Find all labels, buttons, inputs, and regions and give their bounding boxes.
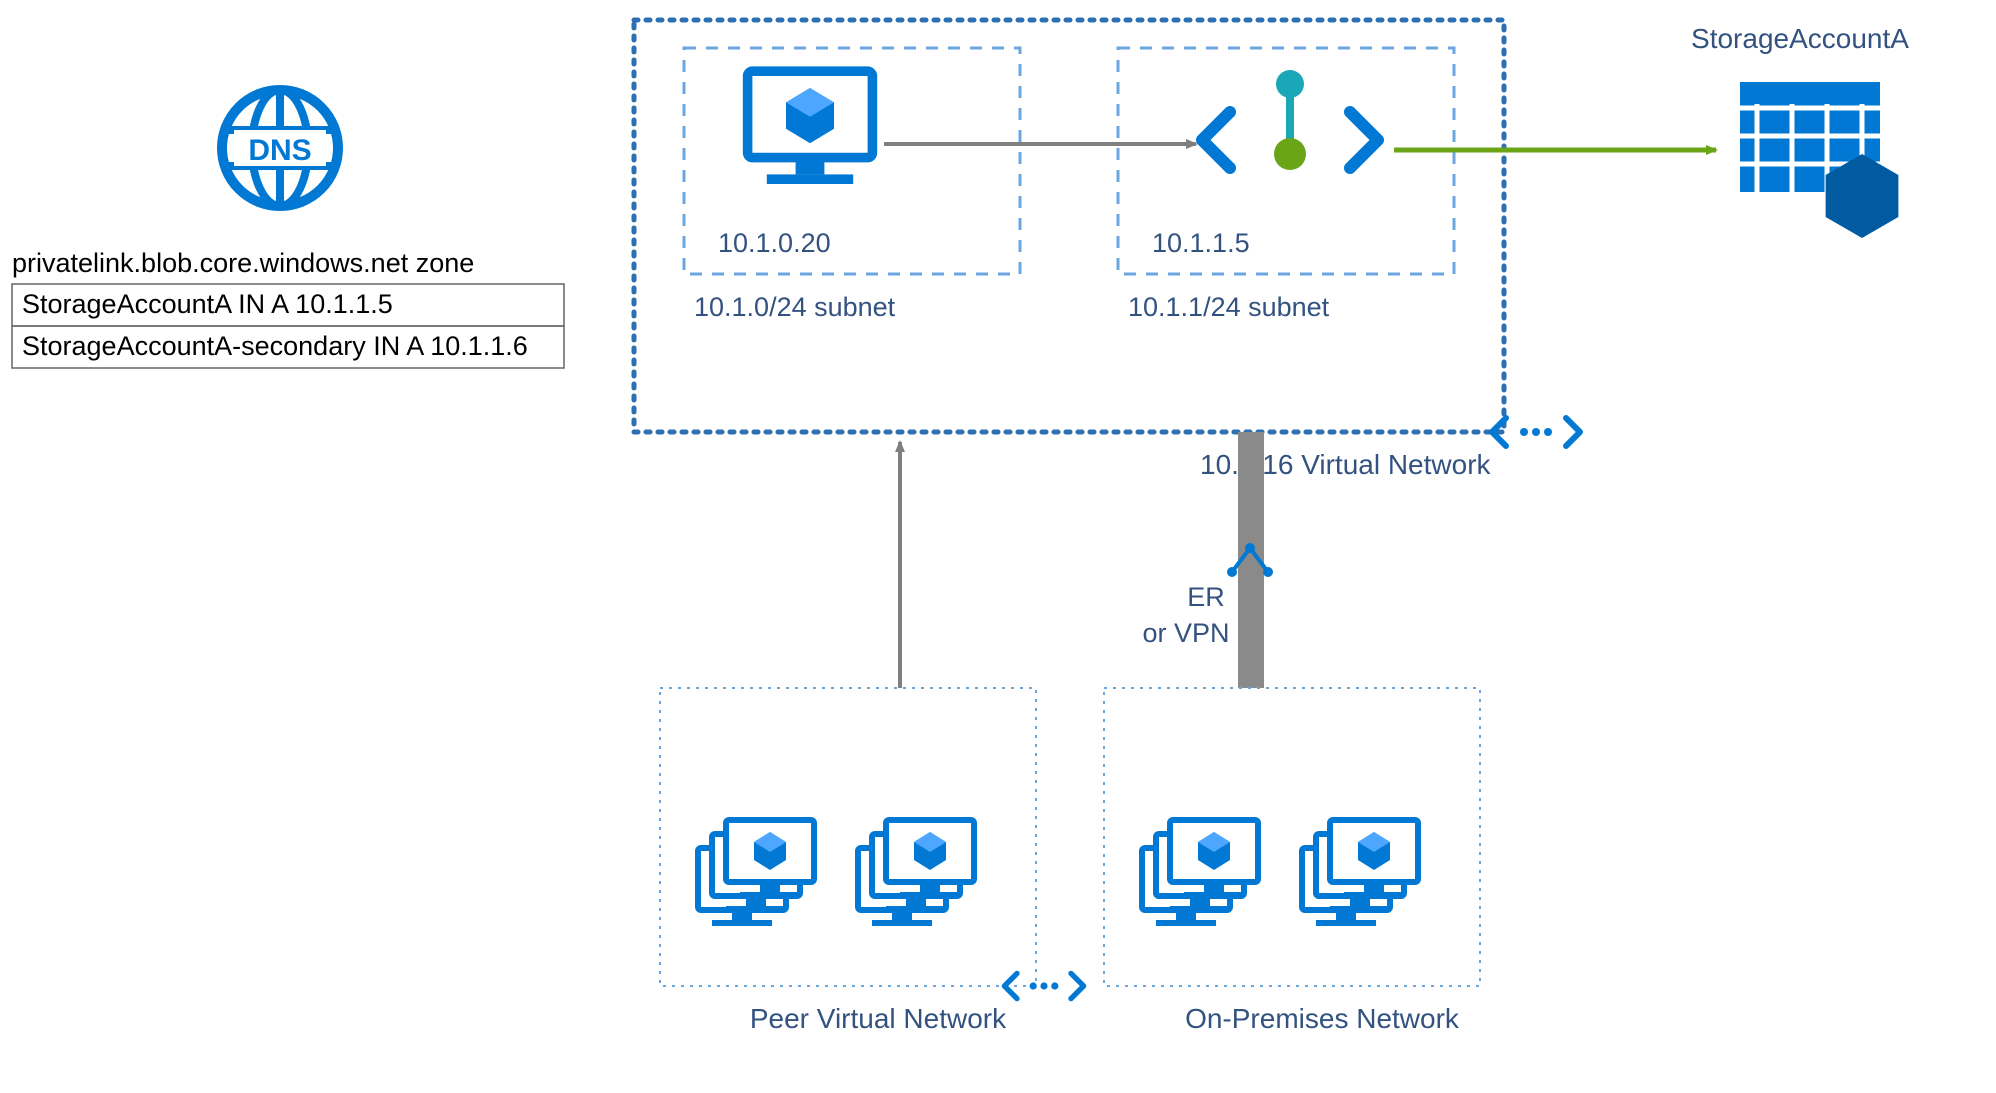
network-label: On-Premises Network: [1185, 1003, 1460, 1034]
dns-record: StorageAccountA IN A 10.1.1.5: [22, 289, 393, 319]
vnet-boundary: [634, 20, 1504, 432]
vm-stack: [858, 820, 974, 926]
vpn-label: or VPN: [1142, 618, 1229, 648]
subnet-name: 10.1.0/24 subnet: [694, 292, 896, 322]
vnet-icon: [1492, 418, 1580, 446]
network-label: Peer Virtual Network: [750, 1003, 1007, 1034]
dns-zone-title: privatelink.blob.core.windows.net zone: [12, 248, 474, 278]
vm-stack: [698, 820, 814, 926]
er-label: ER: [1187, 582, 1225, 612]
private-endpoint-icon: [1202, 70, 1378, 170]
dns-record: StorageAccountA-secondary IN A 10.1.1.6: [22, 331, 528, 361]
subnet-ip: 10.1.0.20: [718, 228, 831, 258]
subnet-ip: 10.1.1.5: [1152, 228, 1250, 258]
storage-label: StorageAccountA: [1691, 23, 1909, 54]
vm-icon: [748, 71, 873, 184]
vm-stack: [1302, 820, 1418, 926]
svg-text:DNS: DNS: [248, 134, 311, 167]
subnet-name: 10.1.1/24 subnet: [1128, 292, 1330, 322]
vm-stack: [1142, 820, 1258, 926]
dns-icon: DNS: [222, 90, 338, 206]
storage-icon: [1740, 82, 1898, 238]
